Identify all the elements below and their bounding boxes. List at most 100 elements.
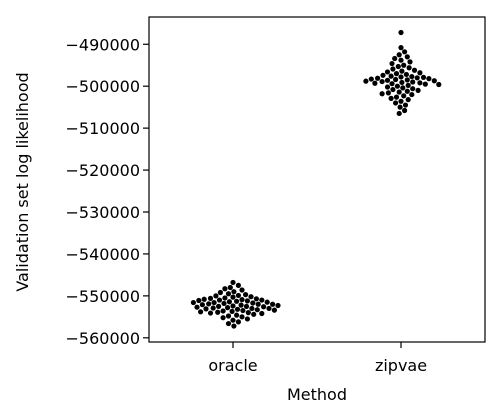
data-point-zipvae xyxy=(420,74,427,80)
data-point-oracle xyxy=(196,297,202,304)
data-point-oracle xyxy=(229,308,235,314)
data-point-zipvae xyxy=(407,59,413,65)
data-point-oracle xyxy=(254,307,260,313)
data-point-zipvae xyxy=(401,93,407,99)
data-point-zipvae xyxy=(414,75,420,81)
data-point-oracle xyxy=(215,309,221,315)
data-point-oracle xyxy=(231,323,237,329)
data-point-oracle xyxy=(190,299,196,306)
data-point-zipvae xyxy=(400,85,406,91)
data-point-oracle xyxy=(225,291,232,297)
data-point-zipvae xyxy=(404,54,410,60)
data-point-oracle xyxy=(261,304,267,310)
data-point-zipvae xyxy=(405,82,411,88)
data-point-zipvae xyxy=(388,95,394,101)
y-axis-label: Validation set log likelihood xyxy=(13,72,32,291)
data-point-zipvae xyxy=(399,79,405,86)
x-axis-ticks: oracle zipvae xyxy=(208,342,427,375)
y-tick-label: −510000 xyxy=(66,119,140,138)
data-point-zipvae xyxy=(403,71,409,78)
data-point-zipvae xyxy=(402,102,409,108)
y-tick-label: −490000 xyxy=(66,35,140,54)
data-point-oracle xyxy=(217,289,223,296)
data-point-zipvae xyxy=(379,91,385,97)
data-point-oracle xyxy=(220,315,226,321)
data-point-zipvae xyxy=(410,79,416,85)
data-point-zipvae xyxy=(417,80,423,86)
data-point-oracle xyxy=(235,292,241,299)
data-point-oracle xyxy=(230,317,236,323)
y-tick-label: −500000 xyxy=(66,77,140,96)
plot-frame xyxy=(148,16,486,343)
data-point-zipvae xyxy=(393,94,400,100)
data-point-zipvae xyxy=(379,78,385,85)
data-point-zipvae xyxy=(396,52,402,58)
data-point-oracle xyxy=(230,294,236,300)
y-tick-label: −560000 xyxy=(66,329,140,348)
data-point-zipvae xyxy=(388,73,394,79)
data-point-oracle xyxy=(211,299,217,306)
data-point-zipvae xyxy=(410,86,416,92)
data-point-zipvae xyxy=(431,78,437,84)
data-point-oracle xyxy=(222,286,228,292)
data-point-oracle xyxy=(234,312,240,318)
data-point-oracle xyxy=(253,296,259,302)
y-tick-label: −530000 xyxy=(66,203,140,222)
data-point-oracle xyxy=(234,298,240,304)
y-tick-label: −540000 xyxy=(66,245,140,264)
data-point-oracle xyxy=(226,299,232,305)
data-point-zipvae xyxy=(415,87,421,93)
data-point-oracle xyxy=(225,320,232,327)
data-point-oracle xyxy=(235,282,241,288)
data-point-oracle xyxy=(275,302,281,309)
data-point-oracle xyxy=(199,302,205,308)
y-tick-label: −550000 xyxy=(66,287,140,306)
data-point-zipvae xyxy=(402,49,408,55)
data-point-oracle xyxy=(216,303,222,309)
data-point-zipvae xyxy=(393,76,399,83)
data-point-oracle xyxy=(230,303,236,309)
plot-area xyxy=(149,17,485,342)
data-point-oracle xyxy=(213,293,219,299)
data-point-zipvae xyxy=(380,72,386,78)
data-point-oracle xyxy=(227,284,233,291)
data-point-zipvae xyxy=(389,81,395,87)
data-point-oracle xyxy=(207,310,214,316)
data-point-oracle xyxy=(222,295,228,301)
data-point-oracle xyxy=(201,296,207,302)
data-point-zipvae xyxy=(405,97,411,103)
data-point-oracle xyxy=(207,295,214,301)
data-point-zipvae xyxy=(411,67,418,73)
data-point-zipvae xyxy=(384,84,391,90)
data-point-zipvae xyxy=(395,63,401,70)
data-point-oracle xyxy=(220,308,226,314)
data-point-oracle xyxy=(216,297,223,303)
data-point-oracle xyxy=(210,305,216,311)
data-point-oracle xyxy=(239,297,245,303)
x-tick-label: zipvae xyxy=(375,356,427,375)
data-point-oracle xyxy=(240,307,246,314)
data-point-zipvae xyxy=(396,89,402,95)
data-point-oracle xyxy=(221,300,227,307)
data-point-zipvae xyxy=(393,100,399,106)
data-point-zipvae xyxy=(398,74,404,80)
data-point-oracle xyxy=(203,306,209,312)
data-point-oracle xyxy=(244,316,250,322)
data-point-oracle xyxy=(206,301,212,307)
data-point-zipvae xyxy=(397,104,403,110)
data-points xyxy=(190,29,442,329)
data-point-zipvae xyxy=(394,83,400,89)
data-point-zipvae xyxy=(402,107,408,114)
data-point-oracle xyxy=(255,301,261,307)
data-point-zipvae xyxy=(398,57,404,63)
data-point-oracle xyxy=(244,298,250,304)
data-point-zipvae xyxy=(372,80,378,86)
data-point-zipvae xyxy=(417,70,423,76)
data-point-oracle xyxy=(230,279,236,286)
data-point-zipvae xyxy=(401,62,407,68)
data-point-oracle xyxy=(248,294,254,300)
y-axis-ticks: −490000 −500000 −510000 −520000 −530000 −5400… xyxy=(66,35,149,348)
data-point-oracle xyxy=(198,309,204,315)
data-point-oracle xyxy=(259,297,265,303)
